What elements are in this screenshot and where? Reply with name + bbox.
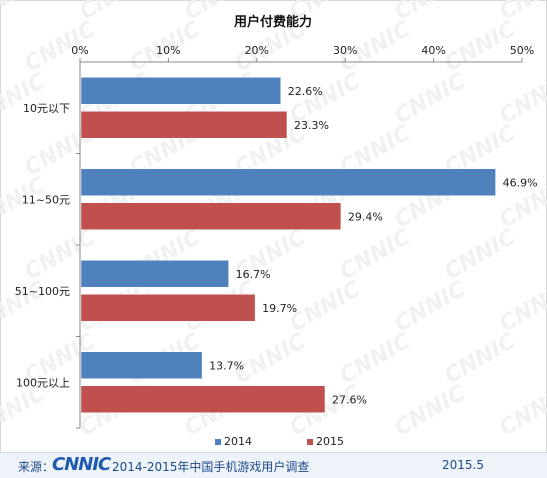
footer-date: 2015.5 bbox=[442, 458, 484, 472]
data-label: 13.7% bbox=[209, 359, 244, 372]
bar-2014 bbox=[81, 260, 229, 287]
watermark-text: CNNIC bbox=[0, 381, 50, 441]
bar-2014 bbox=[81, 352, 202, 379]
x-tick-label: 10% bbox=[156, 44, 180, 57]
bar-2014 bbox=[81, 169, 496, 196]
footer-survey-title: 2014-2015年中国手机游戏用户调查 bbox=[112, 458, 309, 475]
data-label: 16.7% bbox=[236, 268, 271, 281]
watermark-text: CNNIC bbox=[496, 277, 547, 337]
data-label: 29.4% bbox=[348, 210, 383, 223]
category-label: 51~100元 bbox=[15, 285, 70, 298]
category-label: 100元以上 bbox=[16, 376, 70, 389]
legend-swatch-2015 bbox=[307, 439, 313, 445]
watermark-text: CNNIC bbox=[391, 69, 470, 129]
bar-2015 bbox=[81, 294, 255, 321]
legend-label: 2014 bbox=[224, 435, 252, 448]
data-label: 46.9% bbox=[503, 176, 538, 189]
watermark-text: CNNIC bbox=[286, 277, 365, 337]
legend-label: 2015 bbox=[316, 435, 344, 448]
footer-source-label: 来源： bbox=[18, 458, 54, 475]
x-tick-label: 50% bbox=[510, 44, 534, 57]
bar-2015 bbox=[81, 203, 341, 230]
category-label: 11~50元 bbox=[22, 193, 70, 206]
bar-2014 bbox=[81, 77, 281, 104]
watermark-text: CNNIC bbox=[0, 0, 50, 25]
data-label: 22.6% bbox=[288, 85, 323, 98]
x-tick-label: 20% bbox=[245, 44, 269, 57]
chart-title: 用户付费能力 bbox=[233, 14, 312, 30]
watermark-text: CNNIC bbox=[441, 17, 520, 77]
x-tick-label: 40% bbox=[421, 44, 445, 57]
watermark-text: CNNIC bbox=[391, 277, 470, 337]
watermark-text: CNNIC bbox=[496, 69, 547, 129]
x-tick-label: 30% bbox=[333, 44, 357, 57]
data-label: 23.3% bbox=[294, 119, 329, 132]
data-label: 19.7% bbox=[262, 302, 297, 315]
watermark-text: CNNIC bbox=[441, 225, 520, 285]
watermark-text: CNNIC bbox=[496, 381, 547, 441]
x-tick-label: 0% bbox=[71, 44, 88, 57]
category-label: 10元以下 bbox=[23, 102, 70, 115]
bar-2015 bbox=[81, 386, 325, 413]
legend-swatch-2014 bbox=[215, 439, 221, 445]
watermark-text: CNNIC bbox=[391, 381, 470, 441]
data-label: 27.6% bbox=[332, 393, 367, 406]
bar-2015 bbox=[81, 111, 287, 138]
cnnic-logo: CNNIC bbox=[52, 454, 110, 475]
watermark-text: CNNIC bbox=[441, 329, 520, 389]
watermark-text: CNNIC bbox=[336, 225, 415, 285]
watermark-text: CNNIC bbox=[336, 329, 415, 389]
watermark-text: CNNIC bbox=[0, 69, 50, 129]
